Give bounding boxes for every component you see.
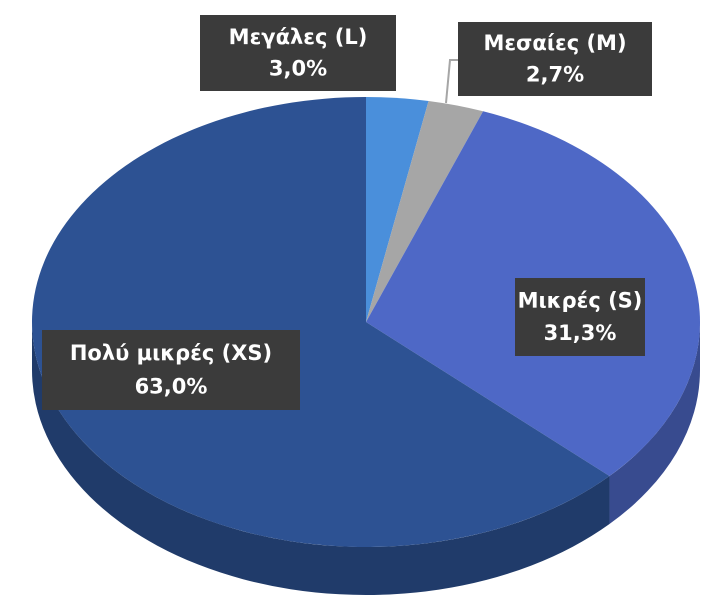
label-category: Μεσαίες (M) <box>483 31 626 55</box>
leader-line <box>445 59 458 104</box>
label-category: Μικρές (S) <box>518 288 643 312</box>
pie-slice <box>366 100 484 322</box>
label-box <box>42 330 300 410</box>
pie-slice <box>32 97 610 547</box>
slice-side <box>32 322 610 595</box>
label-value: 63,0% <box>135 375 208 399</box>
label-box <box>200 15 396 91</box>
pie-slice <box>366 97 429 322</box>
label-category: Πολύ μικρές (XS) <box>70 341 272 365</box>
label-value: 3,0% <box>269 57 327 81</box>
label-value: 31,3% <box>544 321 617 345</box>
label-value: 2,7% <box>526 62 584 86</box>
slice-side <box>609 322 700 525</box>
label-box <box>458 22 652 96</box>
label-box <box>515 278 645 356</box>
label-category: Μεγάλες (L) <box>229 25 368 49</box>
